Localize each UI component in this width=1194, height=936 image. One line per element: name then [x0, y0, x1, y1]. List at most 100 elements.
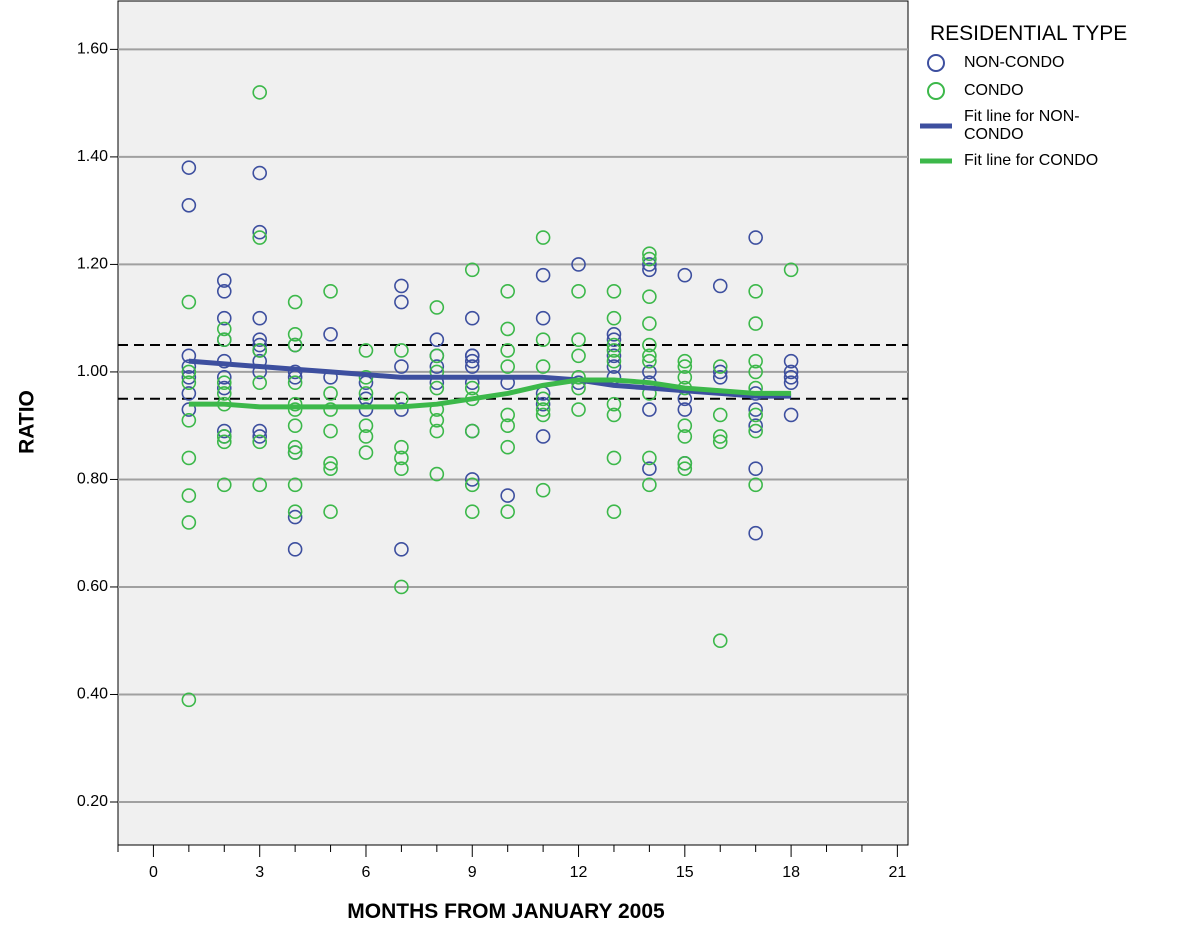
chart: RATIO MONTHS FROM JANUARY 2005 0.20 0.40 0… [16, 0, 909, 923]
point [394, 450, 409, 466]
point [181, 160, 197, 175]
point [464, 359, 480, 374]
point [535, 310, 551, 326]
point [500, 359, 515, 374]
point [394, 359, 409, 374]
point [642, 348, 657, 364]
point [429, 466, 445, 482]
point [394, 542, 409, 557]
point [287, 375, 303, 390]
point [606, 450, 622, 466]
point [748, 402, 763, 417]
point [606, 310, 622, 326]
legend-label: NON-CONDO [964, 54, 1065, 71]
point [216, 321, 232, 337]
point [712, 364, 728, 380]
point [642, 337, 657, 353]
point [464, 423, 480, 439]
point [783, 262, 799, 278]
point [642, 477, 657, 493]
point [571, 348, 586, 364]
point [535, 482, 551, 498]
point [535, 230, 551, 245]
point [358, 386, 374, 401]
point [606, 326, 622, 342]
point [287, 509, 303, 525]
point [500, 283, 515, 299]
point [712, 359, 728, 374]
point [642, 289, 657, 304]
point [252, 337, 268, 353]
point [677, 267, 693, 283]
point [216, 380, 232, 396]
point [287, 445, 303, 460]
point [677, 456, 693, 471]
point [216, 375, 232, 390]
point [216, 386, 232, 401]
y-axis-title: RATIO [16, 390, 39, 454]
x-tick-label: 9 [468, 864, 477, 881]
y-tick-label: 0.40 [77, 686, 108, 703]
point [429, 423, 445, 439]
point [783, 364, 799, 380]
point [535, 267, 551, 283]
point [748, 407, 763, 423]
point [748, 283, 763, 299]
point [748, 461, 763, 476]
point [429, 348, 445, 364]
point [252, 165, 268, 181]
point [606, 332, 622, 347]
point [252, 85, 268, 100]
point [252, 343, 268, 358]
point [358, 445, 374, 460]
point [642, 251, 657, 267]
y-tick-label: 0.80 [77, 471, 108, 488]
point [712, 278, 728, 294]
point [712, 429, 728, 444]
point [181, 294, 197, 310]
point [535, 332, 551, 347]
point [287, 396, 303, 412]
point [323, 456, 338, 471]
point [500, 504, 515, 520]
legend-marker [927, 54, 945, 72]
point [642, 450, 657, 466]
point [606, 353, 622, 369]
point [252, 423, 268, 439]
point [606, 396, 622, 412]
point [464, 310, 480, 326]
point [323, 423, 338, 439]
legend-label: CONDO [964, 82, 1024, 99]
point [535, 391, 551, 407]
point [181, 413, 197, 428]
point [642, 353, 657, 369]
point [323, 386, 338, 401]
point [712, 407, 728, 423]
legend-label: Fit line for CONDO [964, 152, 1099, 169]
point [464, 477, 480, 493]
point [677, 429, 693, 444]
point [394, 343, 409, 358]
point [287, 402, 303, 417]
point [748, 525, 763, 541]
point [394, 461, 409, 476]
point [500, 407, 515, 423]
point [429, 332, 445, 347]
point [606, 348, 622, 364]
point [181, 359, 197, 374]
point [642, 316, 657, 331]
point [464, 348, 480, 364]
point [429, 380, 445, 396]
point [181, 375, 197, 390]
point [216, 429, 232, 444]
point [712, 434, 728, 450]
point [287, 542, 303, 557]
point [783, 353, 799, 369]
point [394, 294, 409, 310]
point [606, 343, 622, 358]
point [677, 418, 693, 433]
fit-line [188, 358, 792, 399]
point [677, 353, 693, 369]
point [429, 413, 445, 428]
legend-entry: Fit line for NON-CONDO [918, 108, 1188, 144]
